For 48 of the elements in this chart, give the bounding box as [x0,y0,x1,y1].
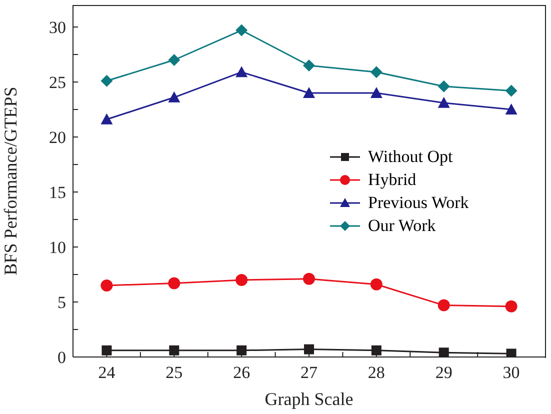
point [169,345,180,356]
y-tick-label: 10 [49,238,66,258]
x-tick-label: 29 [435,363,452,382]
point [438,96,450,108]
y-tick-label: 0 [58,348,66,368]
x-tick-label: 27 [300,363,318,382]
point [236,345,247,356]
y-tick-label: 25 [49,73,66,92]
y-axis-title: BFS Performance/GTEPS [0,86,20,276]
point [236,66,248,78]
point [303,272,315,285]
x-tick-label: 25 [166,363,183,382]
point [303,87,315,98]
point [100,113,113,124]
point [236,274,248,286]
y-tick-label: 30 [49,18,66,38]
point [100,74,113,87]
x-tick-label: 30 [502,363,520,382]
point [438,348,449,357]
point [506,348,516,357]
legend-label: Without Opt [368,146,453,166]
point [371,345,382,356]
point [236,24,248,36]
point [168,277,180,290]
x-tick-label: 26 [233,363,250,382]
point [438,299,450,312]
legend-label: Hybrid [368,170,416,190]
y-tick-label: 15 [49,183,66,202]
point [370,87,382,98]
legend-label: Our Work [368,216,436,236]
point [168,91,180,102]
legend-label: Previous Work [368,192,469,212]
point [304,344,314,354]
point [303,60,315,72]
x-axis-title: Graph Scale [264,389,354,409]
point [370,66,382,78]
point [505,300,518,312]
point [168,54,180,66]
point [505,104,518,114]
point [505,84,518,97]
point [370,278,382,290]
x-tick-label: 28 [368,363,385,382]
point [100,280,113,292]
point [438,80,450,92]
y-tick-label: 20 [49,128,66,148]
x-tick-label: 24 [98,363,116,382]
point [102,345,112,356]
y-tick-label: 5 [58,293,66,312]
